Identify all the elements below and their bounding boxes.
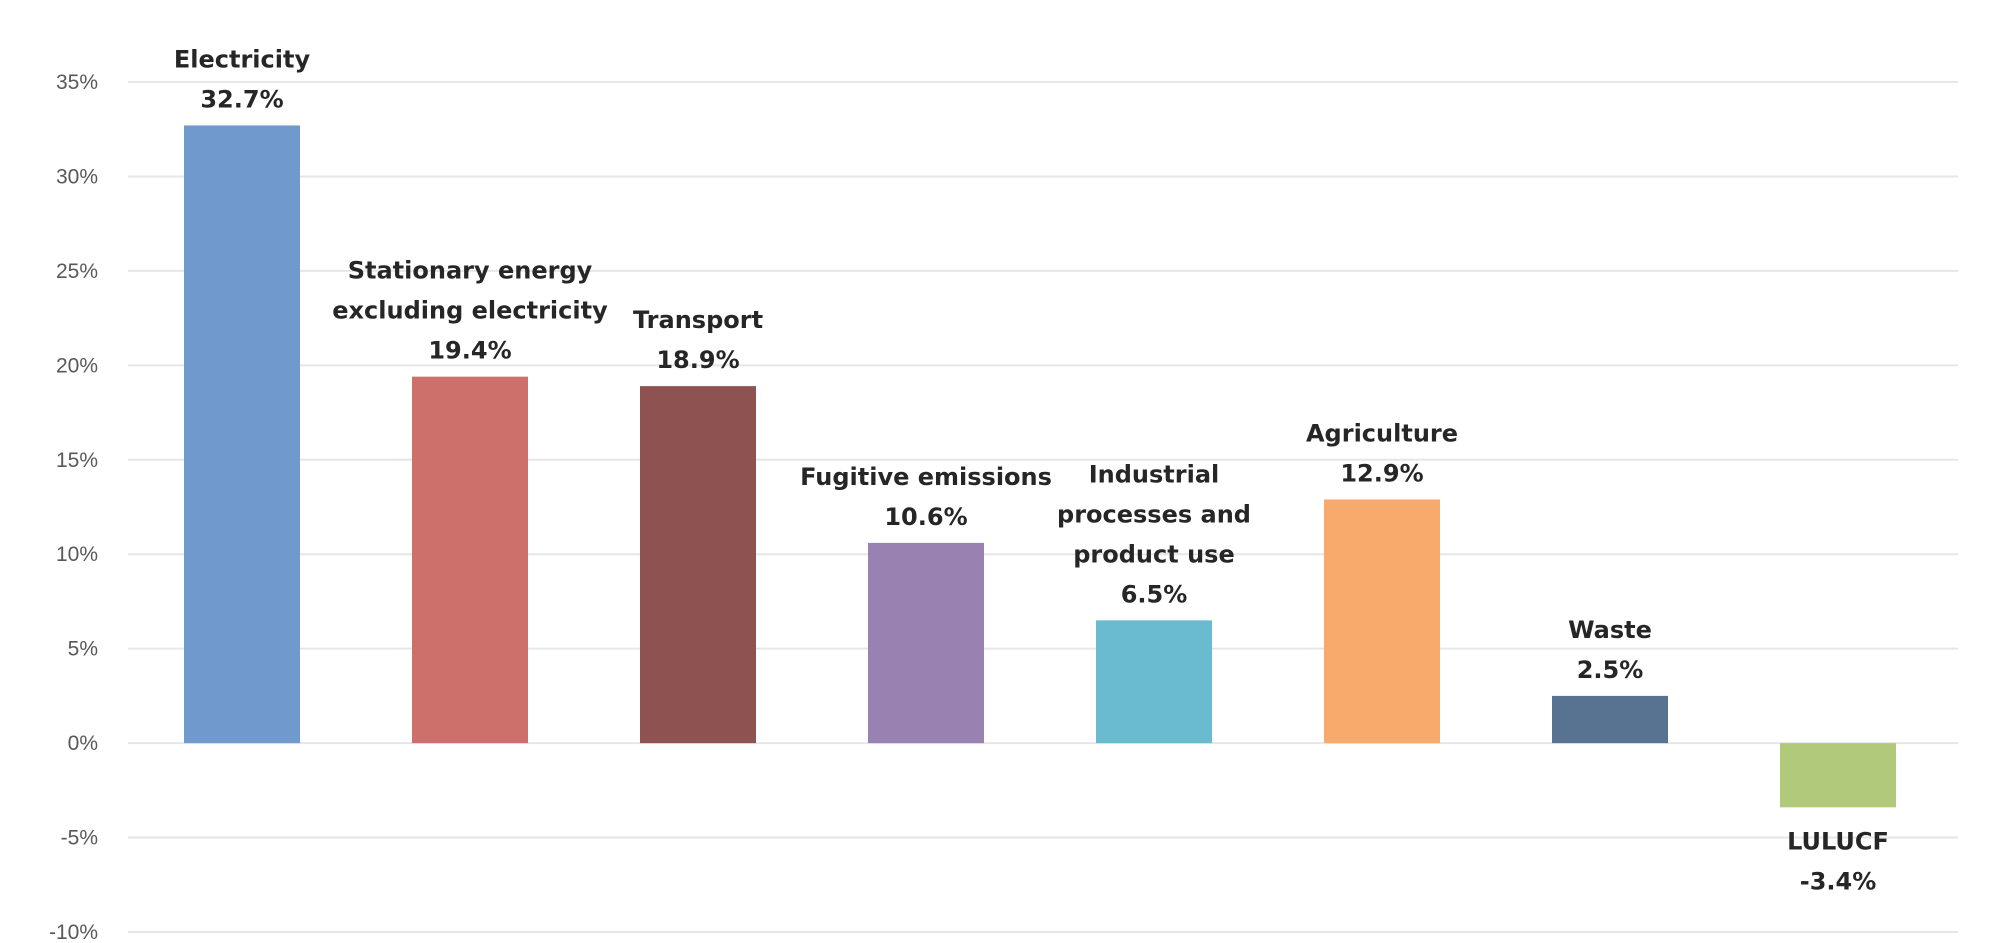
y-tick-label: 25% <box>56 260 98 283</box>
bar-data-label: 2.5% <box>1577 656 1644 684</box>
bar-data-label: 6.5% <box>1121 580 1188 608</box>
y-tick-label: 10% <box>56 543 98 566</box>
bar <box>868 542 984 744</box>
bar-data-label: Transport <box>633 306 763 334</box>
gridlines <box>128 81 1958 933</box>
bar-data-label: excluding electricity <box>332 297 608 325</box>
bar-data-label: Stationary energy <box>348 257 593 285</box>
bar-data-label: processes and <box>1057 500 1251 528</box>
bar <box>412 376 528 744</box>
bar-data-label: 18.9% <box>656 346 739 374</box>
bars <box>184 125 1896 808</box>
data-labels: Electricity 32.7% Stationary energy excludi… <box>174 45 1889 895</box>
bar-data-label: Industrial <box>1089 460 1220 488</box>
y-tick-label: -5% <box>61 827 98 850</box>
y-tick-label: 0% <box>68 732 98 755</box>
bar-data-label: Agriculture <box>1306 419 1458 447</box>
bar-data-label: LULUCF <box>1787 827 1889 855</box>
y-tick-label: -10% <box>49 921 98 943</box>
y-tick-label: 5% <box>68 638 98 661</box>
bar <box>640 386 756 744</box>
bar <box>184 125 300 744</box>
bar-data-label: -3.4% <box>1800 867 1877 895</box>
y-tick-label: 35% <box>56 71 98 94</box>
bar-data-label: Electricity <box>174 45 311 73</box>
bar-data-label: product use <box>1073 540 1234 568</box>
y-axis-tick-labels: 35% 30% 25% 20% 15% 10% 5% 0% -5% -10% <box>49 71 98 943</box>
bar-data-label: 12.9% <box>1340 459 1423 487</box>
bar-data-label: 32.7% <box>200 85 283 113</box>
bar-data-label: Fugitive emissions <box>800 463 1052 491</box>
bar-data-label: Waste <box>1568 616 1652 644</box>
bar-data-label: 19.4% <box>428 337 511 365</box>
bar <box>1552 695 1668 744</box>
bar <box>1780 743 1896 808</box>
y-tick-label: 30% <box>56 165 98 188</box>
bar-data-label: 10.6% <box>884 503 967 531</box>
bar <box>1324 499 1440 744</box>
y-tick-label: 20% <box>56 354 98 377</box>
y-tick-label: 15% <box>56 449 98 472</box>
bar <box>1096 620 1212 744</box>
